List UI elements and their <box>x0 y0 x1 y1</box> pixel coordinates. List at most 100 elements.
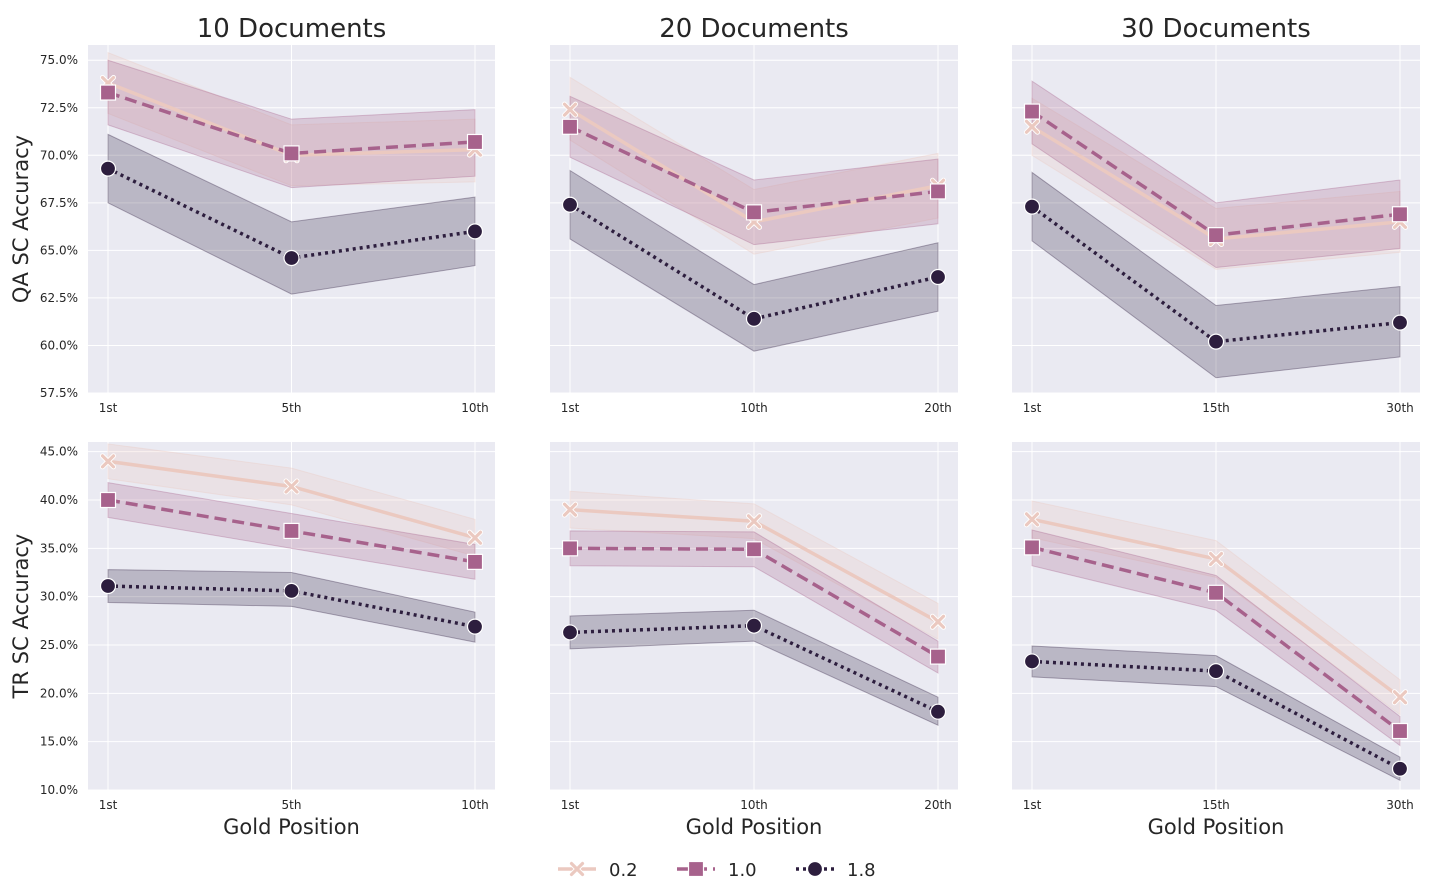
legend-label: 0.2 <box>609 860 638 878</box>
confidence-band-1.0 <box>569 95 939 246</box>
x-tick-label: 20th <box>924 798 952 812</box>
confidence-band-0.2 <box>569 490 939 641</box>
series-line-1.8 <box>1030 205 1401 344</box>
legend-marker-1.8 <box>806 860 824 878</box>
data-point-1.0 <box>561 118 579 135</box>
x-tick-label: 1st <box>561 401 580 415</box>
data-point-1.0 <box>466 133 484 151</box>
x-axis-label: Gold Position <box>686 815 823 839</box>
y-tick-label: 75.0% <box>40 53 78 67</box>
x-tick-label: 30th <box>1386 798 1414 812</box>
x-tick-label: 1st <box>99 401 118 415</box>
legend: 0.2 1.0 1.8 <box>558 860 876 878</box>
data-point-1.0 <box>929 648 947 665</box>
legend-marker-1.0 <box>687 860 705 878</box>
y-tick-label: 10.0% <box>40 783 78 797</box>
data-point-1.0 <box>99 491 117 509</box>
x-tick-label: 1st <box>99 798 118 812</box>
y-tick-label: 72.5% <box>40 101 78 115</box>
data-point-0.2 <box>467 530 483 545</box>
y-tick-label: 30.0% <box>40 590 78 604</box>
panel-3: 1st 15th 30th 30 Documents <box>1012 14 1420 415</box>
panel-5: 1st 10th 20th Gold Position <box>550 442 958 839</box>
confidence-band-1.8 <box>569 609 939 727</box>
x-tick-label: 10th <box>461 401 489 415</box>
y-tick-label: 25.0% <box>40 638 78 652</box>
y-axis-label: QA SC Accuracy <box>9 135 33 303</box>
x-tick-label: 10th <box>740 798 768 812</box>
confidence-band-1.0 <box>1031 80 1401 269</box>
confidence-band-1.0 <box>569 530 939 674</box>
confidence-band-1.8 <box>107 133 476 295</box>
series-line-1.0 <box>107 90 476 156</box>
x-tick-label: 20th <box>924 401 952 415</box>
series-line-1.8 <box>569 203 939 321</box>
data-point-1.0 <box>1023 103 1041 120</box>
panel-title: 10 Documents <box>197 14 387 44</box>
panel-1: 57.5% 60.0% 62.5% 65.0% 67.5% 70.0% 72.5% 75.0%… <box>9 14 495 415</box>
data-point-1.8 <box>1207 662 1225 680</box>
data-point-0.2 <box>1208 551 1224 567</box>
data-point-1.0 <box>929 183 947 200</box>
data-point-1.8 <box>1023 653 1041 670</box>
data-point-0.2 <box>930 614 946 629</box>
data-point-1.0 <box>561 540 579 557</box>
y-tick-label: 15.0% <box>40 735 78 749</box>
x-tick-label: 15th <box>1202 401 1230 415</box>
data-point-1.8 <box>1391 314 1409 331</box>
x-tick-label: 10th <box>740 401 768 415</box>
legend-label: 1.0 <box>728 860 757 878</box>
x-tick-label: 15th <box>1202 798 1230 812</box>
confidence-band-0.2 <box>569 76 939 255</box>
confidence-band-1.8 <box>1031 645 1401 782</box>
legend-label: 1.8 <box>847 860 876 878</box>
data-point-1.8 <box>99 160 117 177</box>
y-tick-label: 45.0% <box>40 445 78 459</box>
data-point-1.8 <box>99 577 117 595</box>
data-point-1.8 <box>283 582 300 599</box>
x-tick-label: 1st <box>1023 401 1042 415</box>
data-point-0.2 <box>1392 690 1408 705</box>
confidence-band-0.2 <box>1031 500 1401 716</box>
data-point-1.8 <box>1023 198 1041 215</box>
x-tick-label: 1st <box>1023 798 1042 812</box>
y-tick-label: 65.0% <box>40 243 78 257</box>
x-tick-label: 5th <box>282 401 302 415</box>
data-point-0.2 <box>746 514 762 529</box>
data-point-0.2 <box>562 102 578 117</box>
y-tick-label: 70.0% <box>40 148 78 162</box>
data-point-1.8 <box>1391 760 1409 777</box>
data-point-0.2 <box>1024 119 1040 134</box>
data-point-0.2 <box>100 454 116 469</box>
y-tick-label: 60.0% <box>40 338 78 352</box>
data-point-1.0 <box>1391 206 1409 223</box>
data-point-1.8 <box>466 618 484 635</box>
confidence-band-1.8 <box>569 169 939 352</box>
panel-title: 30 Documents <box>1121 14 1311 44</box>
data-point-1.8 <box>929 268 947 286</box>
confidence-band-0.2 <box>1031 97 1401 270</box>
data-point-0.2 <box>1024 512 1040 527</box>
data-point-1.0 <box>466 553 484 570</box>
panel-4: 10.0% 15.0% 20.0% 25.0% 30.0% 35.0% 40.0% 45.0%… <box>9 442 495 839</box>
data-point-1.8 <box>561 196 579 213</box>
data-point-1.0 <box>1391 722 1409 740</box>
panel-2: 1st 10th 20th 20 Documents <box>550 14 958 415</box>
x-axis-label: Gold Position <box>1148 815 1285 839</box>
data-point-1.8 <box>929 703 947 720</box>
data-point-1.8 <box>283 249 300 267</box>
data-point-1.0 <box>1207 227 1225 244</box>
y-axis-label: TR SC Accuracy <box>9 534 33 700</box>
x-tick-label: 30th <box>1386 401 1414 415</box>
y-tick-label: 67.5% <box>40 196 78 210</box>
data-point-1.8 <box>466 223 484 240</box>
x-axis-label: Gold Position <box>223 815 360 839</box>
x-tick-label: 5th <box>282 798 302 812</box>
confidence-band-1.8 <box>1031 171 1401 379</box>
data-point-1.8 <box>1207 333 1225 350</box>
panel-6: 1st 15th 30th Gold Position <box>1012 442 1420 839</box>
panel-title: 20 Documents <box>659 14 849 44</box>
data-point-1.0 <box>745 204 763 221</box>
data-point-1.0 <box>1207 584 1225 601</box>
